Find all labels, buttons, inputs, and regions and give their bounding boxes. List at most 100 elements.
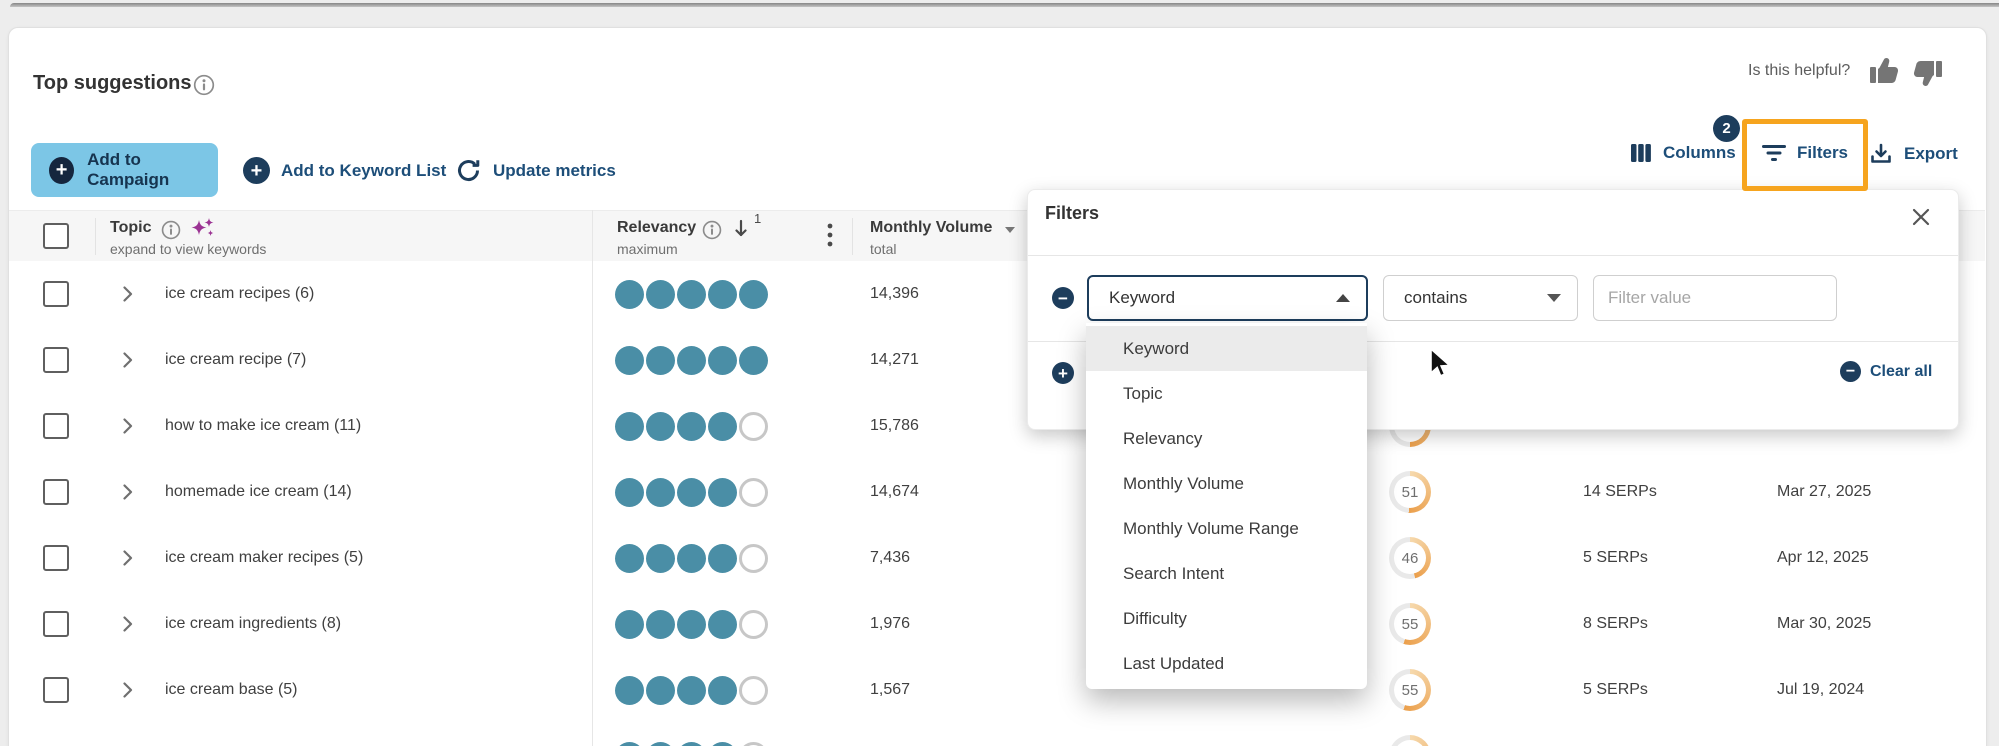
remove-filter-icon[interactable]: − (1052, 287, 1074, 309)
info-icon[interactable] (702, 220, 722, 240)
relevancy-dots (615, 411, 768, 441)
column-divider (852, 218, 853, 255)
row-checkbox[interactable] (43, 281, 69, 307)
add-to-campaign-button[interactable]: + Add to Campaign (31, 143, 218, 197)
monthly-volume-value: 1,976 (870, 615, 911, 632)
chevron-down-icon[interactable] (1005, 227, 1015, 233)
filters-button[interactable]: Filters (1762, 142, 1848, 164)
table-row[interactable]: ice cream ingredients (8) 1,976 55 8 SER… (9, 591, 1985, 658)
relevancy-dots (615, 675, 768, 705)
table-row[interactable]: ice cream maker recipes (5) 7,436 46 5 S… (9, 525, 1985, 592)
relevancy-dot (739, 477, 768, 507)
difficulty-badge: 55 (1389, 669, 1431, 711)
table-row[interactable] (9, 723, 1985, 746)
thumbs-up-icon[interactable] (1868, 54, 1902, 86)
expand-chevron-icon[interactable] (122, 657, 134, 723)
difficulty-badge: 55 (1389, 603, 1431, 645)
relevancy-column-header: Relevancy (617, 219, 697, 236)
sparkles-icon (189, 216, 217, 244)
row-checkbox[interactable] (43, 545, 69, 571)
filter-operator-select[interactable]: contains (1383, 275, 1578, 321)
close-icon[interactable] (1908, 204, 1934, 230)
sort-descending-icon[interactable] (735, 217, 753, 239)
row-checkbox[interactable] (43, 677, 69, 703)
expand-chevron-icon[interactable] (122, 591, 134, 657)
info-icon[interactable] (193, 74, 215, 96)
monthly-volume-value: 1,567 (870, 681, 911, 698)
expand-chevron-icon[interactable] (122, 393, 134, 459)
difficulty-badge: 46 (1389, 537, 1431, 579)
add-to-keyword-list-button[interactable]: + Add to Keyword List (243, 157, 446, 184)
relevancy-dots (615, 279, 768, 309)
divider (1028, 341, 1958, 342)
select-all-checkbox[interactable] (43, 223, 69, 249)
relevancy-dot (739, 675, 768, 705)
row-checkbox[interactable] (43, 413, 69, 439)
relevancy-dots (615, 345, 768, 375)
topic-label: ice cream ingredients (8) (165, 615, 342, 632)
filter-value-input[interactable] (1593, 275, 1837, 321)
mouse-cursor (1428, 348, 1456, 380)
row-checkbox[interactable] (43, 611, 69, 637)
dropdown-option[interactable]: Topic (1123, 383, 1163, 403)
relevancy-dots (615, 543, 768, 573)
relevancy-dot (677, 477, 706, 507)
filters-panel-title: Filters (1045, 203, 1100, 223)
relevancy-dot (615, 279, 644, 309)
last-updated-date: Apr 12, 2025 (1777, 549, 1869, 566)
relevancy-dot (615, 411, 644, 441)
serps-count: 14 SERPs (1583, 483, 1657, 500)
relevancy-dot (739, 609, 768, 639)
dropdown-option[interactable]: Monthly Volume (1123, 473, 1244, 493)
plus-icon: + (49, 156, 75, 184)
column-menu-icon[interactable] (827, 222, 833, 248)
relevancy-dot (615, 741, 644, 746)
row-checkbox[interactable] (43, 347, 69, 373)
minus-icon: − (1840, 361, 1861, 382)
chevron-up-icon (1336, 294, 1350, 302)
relevancy-dot (739, 741, 768, 746)
filter-field-dropdown: Keyword Topic Relevancy Monthly Volume Month… (1086, 323, 1367, 689)
table-row[interactable]: ice cream base (5) 1,567 55 5 SERPs Jul … (9, 657, 1985, 724)
relevancy-dot (677, 345, 706, 375)
filter-field-select[interactable]: Keyword (1087, 275, 1368, 321)
last-updated-date: Jul 19, 2024 (1777, 681, 1865, 698)
chevron-down-icon (1547, 294, 1561, 302)
expand-chevron-icon[interactable] (122, 459, 134, 525)
expand-chevron-icon[interactable] (122, 261, 134, 327)
frozen-column-divider (592, 210, 593, 746)
sort-order-number: 1 (754, 211, 762, 226)
window-top-edge (10, 3, 1999, 7)
dropdown-option[interactable]: Keyword (1086, 326, 1367, 371)
monthly-volume-value: 7,436 (870, 549, 911, 566)
info-icon[interactable] (161, 220, 181, 240)
table-row[interactable]: homemade ice cream (14) 14,674 51 14 SER… (9, 459, 1985, 526)
clear-all-button[interactable]: − Clear all (1840, 361, 1932, 382)
relevancy-dot (646, 477, 675, 507)
export-button[interactable]: Export (1869, 142, 1958, 166)
update-metrics-button[interactable]: Update metrics (455, 157, 616, 184)
dropdown-option[interactable]: Search Intent (1123, 563, 1225, 583)
expand-chevron-icon[interactable] (122, 525, 134, 591)
dropdown-option[interactable]: Last Updated (1123, 653, 1225, 673)
relevancy-dot (677, 279, 706, 309)
relevancy-dots (615, 741, 768, 746)
thumbs-down-icon[interactable] (1910, 58, 1944, 90)
dropdown-option[interactable]: Monthly Volume Range (1123, 518, 1299, 538)
relevancy-dot (677, 675, 706, 705)
plus-icon: + (243, 157, 270, 184)
difficulty-badge (1389, 735, 1431, 746)
expand-chevron-icon[interactable] (122, 327, 134, 393)
refresh-icon (455, 157, 482, 184)
dropdown-option[interactable]: Difficulty (1123, 608, 1187, 628)
column-divider (95, 218, 96, 255)
relevancy-column-subtitle: maximum (617, 241, 678, 257)
row-checkbox[interactable] (43, 479, 69, 505)
relevancy-dot (708, 609, 737, 639)
columns-button[interactable]: Columns (1630, 142, 1736, 164)
add-filter-icon[interactable]: + (1052, 362, 1074, 384)
relevancy-dot (615, 675, 644, 705)
dropdown-option[interactable]: Relevancy (1123, 428, 1203, 448)
relevancy-dot (615, 543, 644, 573)
